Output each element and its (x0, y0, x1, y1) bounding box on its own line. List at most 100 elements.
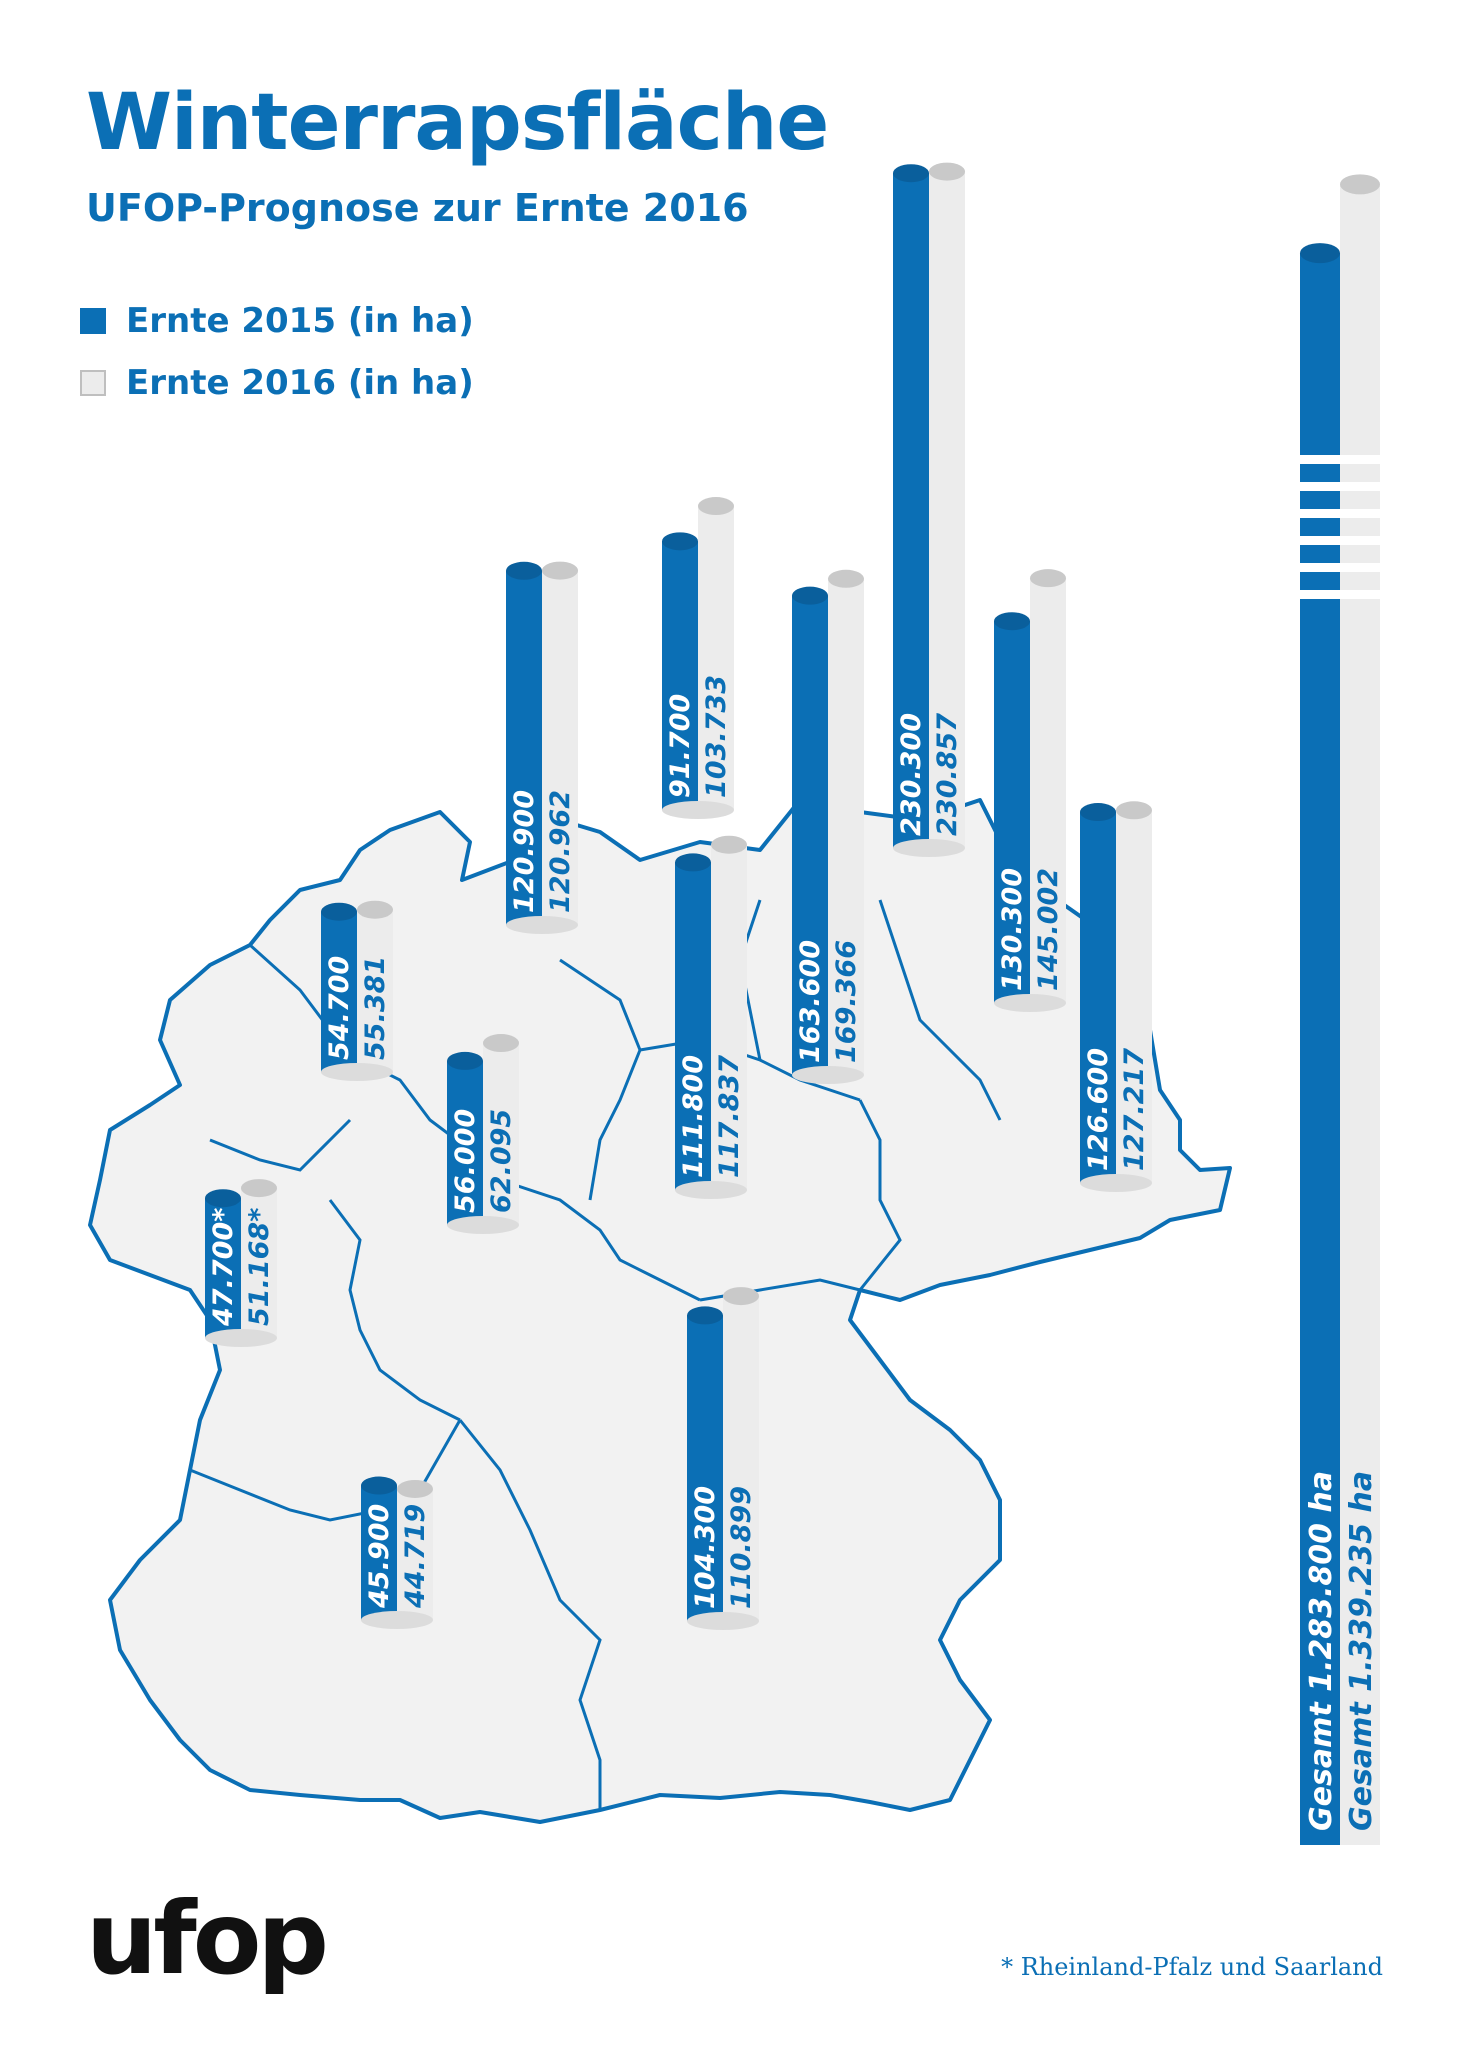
bar-2016 (828, 578, 864, 1075)
region-bar-6: 130.300 145.002 (994, 569, 1066, 1012)
bar-base (675, 1181, 747, 1199)
value-label-2015: 126.600 (1083, 1048, 1114, 1171)
bar-2016-cap (711, 835, 747, 854)
region-bar-10: 104.300 110.899 (687, 1287, 759, 1630)
bar-2015-cap (361, 1476, 397, 1495)
value-label-2016: 169.366 (831, 940, 862, 1063)
value-label-2016: 127.217 (1119, 1048, 1150, 1171)
bar-base (1080, 1174, 1152, 1192)
legend-item-2016: Ernte 2016 (in ha) (80, 352, 474, 414)
value-label-2016: 103.733 (701, 675, 732, 798)
axis-break-mark (1298, 563, 1382, 572)
bar-2016-cap (357, 900, 393, 919)
value-label-2015: 56.000 (450, 1109, 481, 1213)
bar-base (506, 916, 578, 934)
total-label-2016: Gesamt 1.339.235 ha (1344, 1471, 1379, 1831)
legend-swatch-2016 (80, 370, 106, 396)
axis-break-mark (1298, 509, 1382, 518)
bar-2015 (361, 1485, 397, 1620)
bar-2016-cap (542, 561, 578, 580)
value-label-2016: 44.719 (400, 1504, 431, 1609)
region-bar-3: 54.700 55.381 (321, 900, 393, 1081)
bar-2015 (205, 1198, 241, 1338)
region-bar-4: 111.800 117.837 (675, 835, 747, 1199)
value-label-2016: 110.899 (726, 1486, 757, 1609)
bar-2015-cap (792, 586, 828, 605)
bar-base (662, 801, 734, 819)
value-label-2015: 120.900 (509, 790, 540, 913)
total-label-2015: Gesamt 1.283.800 ha (1304, 1471, 1339, 1831)
bar-2015-cap (994, 612, 1030, 631)
bar-2016 (1030, 578, 1066, 1003)
bar-2015-cap (506, 561, 542, 580)
bar-2015-cap (687, 1306, 723, 1325)
bar-2016 (711, 844, 747, 1190)
bar-2015 (506, 570, 542, 925)
total-bar-2015 (1300, 253, 1340, 1845)
value-label-2016: 62.095 (486, 1109, 517, 1213)
bar-2015-cap (321, 902, 357, 921)
value-label-2015: 104.300 (690, 1486, 721, 1609)
value-label-2015: 91.700 (665, 694, 696, 798)
bar-2015 (662, 541, 698, 810)
region-bar-1: 91.700 103.733 (662, 497, 734, 819)
axis-break-mark (1298, 536, 1382, 545)
bar-2016 (357, 909, 393, 1072)
axis-break-mark (1298, 455, 1382, 464)
bar-2016 (483, 1043, 519, 1225)
page-subtitle: UFOP-Prognose zur Ernte 2016 (86, 186, 749, 230)
bar-2016-cap (828, 569, 864, 588)
legend-label-2015: Ernte 2015 (in ha) (126, 301, 474, 341)
region-bar-7: 126.600 127.217 (1080, 801, 1152, 1192)
bar-base (994, 994, 1066, 1012)
chart-bars: 120.900 120.962 91.700 103.733 230.300 230.85… (205, 162, 1382, 1845)
bar-2016-cap (1030, 569, 1066, 588)
ufop-logo: ufop (86, 1880, 329, 1997)
bar-2015 (792, 595, 828, 1075)
bar-2016 (397, 1488, 433, 1620)
bar-2016 (1116, 810, 1152, 1183)
footnote: * Rheinland-Pfalz und Saarland (1001, 1953, 1383, 1981)
total-bar-2015-cap (1300, 243, 1340, 264)
bar-2016-cap (698, 497, 734, 516)
region-bar-11: 45.900 44.719 (361, 1476, 433, 1629)
bar-base (361, 1611, 433, 1629)
bar-base (792, 1066, 864, 1084)
bar-2015-cap (1080, 803, 1116, 822)
value-label-2015: 47.700* (208, 1208, 239, 1327)
legend-label-2016: Ernte 2016 (in ha) (126, 363, 474, 403)
region-bar-2: 230.300 230.857 (893, 162, 965, 857)
bar-2016 (698, 506, 734, 810)
value-label-2015: 130.300 (997, 868, 1028, 991)
bar-2015-cap (675, 853, 711, 872)
bar-2015 (687, 1315, 723, 1621)
bar-2016-cap (241, 1179, 277, 1198)
bar-2016-cap (723, 1287, 759, 1306)
legend-swatch-2015 (80, 308, 106, 334)
legend: Ernte 2015 (in ha) Ernte 2016 (in ha) (80, 290, 474, 414)
value-label-2016: 145.002 (1033, 868, 1064, 991)
bar-2016-cap (397, 1479, 433, 1498)
bar-2016 (241, 1188, 277, 1338)
bar-base (205, 1329, 277, 1347)
axis-break-mark (1298, 590, 1382, 599)
bar-2015 (675, 862, 711, 1190)
region-bar-5: 163.600 169.366 (792, 569, 864, 1084)
axis-break-mark (1298, 482, 1382, 491)
value-label-2015: 45.900 (364, 1504, 395, 1609)
bar-2015-cap (205, 1189, 241, 1208)
value-label-2016: 230.857 (932, 713, 963, 836)
value-label-2015: 111.800 (678, 1055, 709, 1178)
bar-base (687, 1612, 759, 1630)
region-bar-8: 56.000 62.095 (447, 1034, 519, 1234)
bar-2015 (321, 911, 357, 1072)
bar-2016-cap (483, 1034, 519, 1053)
bar-2015 (1080, 812, 1116, 1183)
bar-2016 (542, 570, 578, 925)
bar-base (321, 1063, 393, 1081)
bar-2016 (929, 171, 965, 848)
bar-2015-cap (893, 164, 929, 183)
total-bar: Gesamt 1.283.800 ha Gesamt 1.339.235 ha (1298, 174, 1382, 1845)
bar-2016 (723, 1296, 759, 1621)
